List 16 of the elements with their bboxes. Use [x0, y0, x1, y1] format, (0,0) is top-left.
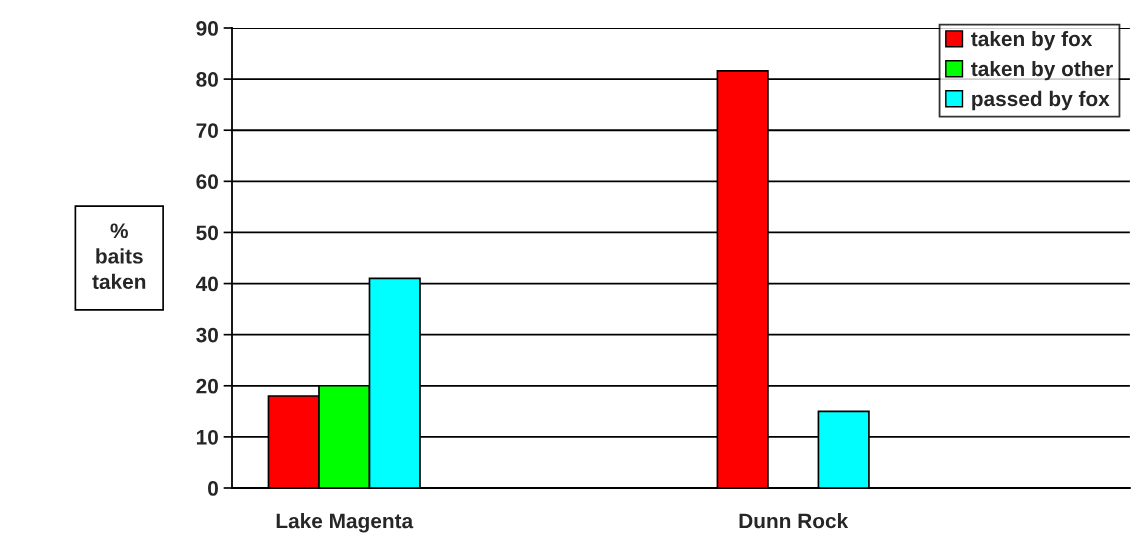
y-tick-label: 80 [196, 72, 218, 87]
legend-label: taken by other [971, 60, 1113, 81]
y-tick-label: 0 [208, 481, 218, 496]
x-tick-label: Lake Magenta [276, 513, 414, 533]
y-tick-label: 30 [196, 327, 218, 343]
y-tick-label: 40 [195, 276, 218, 292]
y-tick-label: 90 [196, 21, 218, 36]
x-tick-label: Dunn Rock [739, 513, 849, 529]
y-tick-label: 20 [196, 378, 218, 394]
legend-label: passed by fox [972, 90, 1110, 111]
y-tick-label: 50 [196, 225, 218, 241]
y-tick-label: 10 [196, 429, 218, 445]
y-tick-label: 60 [196, 174, 218, 190]
y-axis-title: % baits taken [92, 223, 146, 290]
legend-label: taken by fox [971, 30, 1093, 51]
y-tick-label: 70 [196, 123, 218, 138]
